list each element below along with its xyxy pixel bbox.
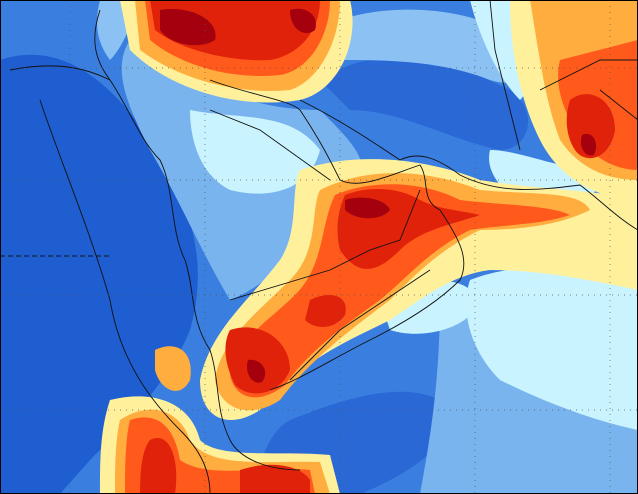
red-region [566, 94, 615, 159]
border [209, 109, 431, 381]
coastline [94, 9, 301, 471]
dark-red-region [580, 133, 597, 156]
red-region [140, 438, 177, 494]
pale-region [466, 250, 638, 430]
orange-region [155, 346, 191, 391]
deep-blue-region [320, 57, 529, 150]
coastlines [9, 0, 638, 494]
border [489, 0, 638, 151]
dark-red-region [345, 197, 390, 219]
coastline [9, 65, 211, 494]
red-orange-region [230, 184, 570, 398]
red-region [225, 327, 290, 394]
dark-red-region [246, 359, 266, 383]
dark-red-region [290, 8, 316, 34]
dark-red-region [160, 9, 216, 46]
pale-region [190, 110, 320, 194]
coastline [299, 99, 638, 231]
coastline [209, 79, 465, 391]
red-region [240, 464, 310, 494]
deep-blue-region [0, 54, 198, 494]
red-region [305, 295, 346, 327]
